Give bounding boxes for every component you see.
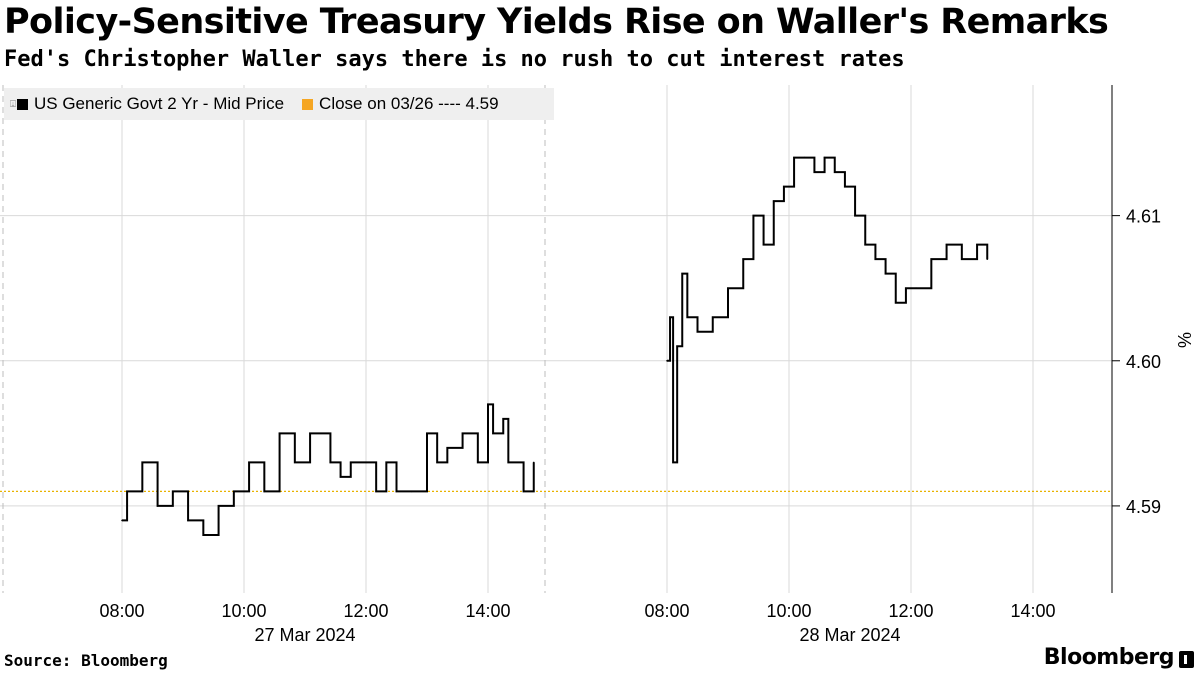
data-point [844,185,846,188]
series-line-day-2 [667,156,989,464]
legend-swatch-close [302,98,314,110]
x-tick-label: 12:00 [888,601,933,621]
data-point [217,505,220,507]
data-point [681,272,684,275]
data-point [349,461,352,464]
y-tick-label: 4.60 [1126,352,1161,372]
grid-lines [0,85,1112,593]
data-point [676,345,678,348]
data-point [905,287,907,290]
data-point [666,359,668,362]
data-point [278,432,281,435]
x-tick-label: 10:00 [766,601,811,621]
data-point [986,258,989,260]
data-point [507,461,510,464]
y-axis: 4.59 4.60 4.61% [1111,85,1194,593]
x-tick-label: 08:00 [99,601,144,621]
data-point [854,214,856,217]
data-point [492,432,494,435]
legend-label-series: US Generic Govt 2 Yr - Mid Price [34,94,285,113]
data-point [874,258,877,260]
data-point [248,461,250,464]
data-point [945,243,948,246]
data-point [172,490,174,493]
legend-item-series: US Generic Govt 2 Yr - Mid Price [17,94,284,114]
source-note: Source: Bloomberg [4,651,168,670]
chart-title: Policy-Sensitive Treasury Yields Rise on… [4,2,1109,42]
x-date-label: 28 Mar 2024 [799,625,900,645]
chart-subtitle: Fed's Christopher Waller says there is n… [4,47,905,72]
data-point [375,490,377,493]
x-date-label: 27 Mar 2024 [254,625,355,645]
data-point [783,185,785,188]
data-point [522,490,525,493]
x-tick-label: 14:00 [465,601,510,621]
y-tick-label: 4.59 [1126,497,1161,517]
data-point [793,156,795,159]
data-point [126,490,128,493]
data-point [742,258,745,260]
legend: ⍗ US Generic Govt 2 Yr - Mid Price Close… [4,88,554,120]
data-point [294,461,296,464]
data-point [711,316,714,319]
data-point [461,432,464,435]
data-point [156,505,159,507]
x-tick-label: 12:00 [343,601,388,621]
data-point [436,461,438,464]
series-group [121,156,989,536]
bloomberg-logo: Bloomberg [1043,645,1175,670]
data-point [477,461,479,464]
data-point [864,243,867,246]
data-point [202,534,205,536]
data-point [762,243,765,246]
data-point [696,330,699,333]
x-tick-label: 10:00 [221,601,266,621]
data-point [915,287,917,290]
data-point [233,490,235,493]
data-point [752,214,755,217]
legend-label-close: Close on 03/26 ---- 4.59 [319,94,499,113]
data-point [339,476,342,478]
x-tick-label: 08:00 [644,601,689,621]
data-point [833,171,836,173]
data-point [532,461,535,464]
data-point [365,461,367,464]
data-point [141,461,144,464]
legend-handle-icon[interactable]: ⍗ [10,98,16,110]
data-point [121,519,123,522]
y-axis-label: % [1174,332,1194,348]
legend-item-close: Close on 03/26 ---- 4.59 [302,94,499,114]
data-point [385,461,388,464]
bloomberg-terminal-icon [1179,651,1194,668]
data-point [669,316,671,319]
data-point [823,156,826,159]
x-tick-label: 14:00 [1010,601,1055,621]
data-point [446,447,449,449]
data-point [187,519,189,522]
data-point [813,171,816,173]
data-point [884,272,887,275]
data-point [263,490,266,493]
data-point [410,490,413,493]
data-point [502,418,505,420]
data-point [803,156,806,159]
data-point [426,432,428,435]
data-point [727,287,729,290]
legend-swatch-series [17,98,28,110]
data-point [487,403,489,406]
y-tick-label: 4.61 [1126,207,1161,227]
data-point [309,432,311,435]
data-point [686,316,689,319]
data-point [976,243,978,246]
data-point [894,301,897,304]
data-point [329,461,332,464]
x-axis: 08:00 10:00 12:00 14:00 27 Mar 2024 08:00 10:0… [99,601,1055,645]
data-point [961,258,963,260]
series-line-day-1 [122,403,535,536]
data-point [930,258,933,260]
data-point [672,461,674,464]
data-point [772,200,775,202]
data-point [395,490,398,493]
